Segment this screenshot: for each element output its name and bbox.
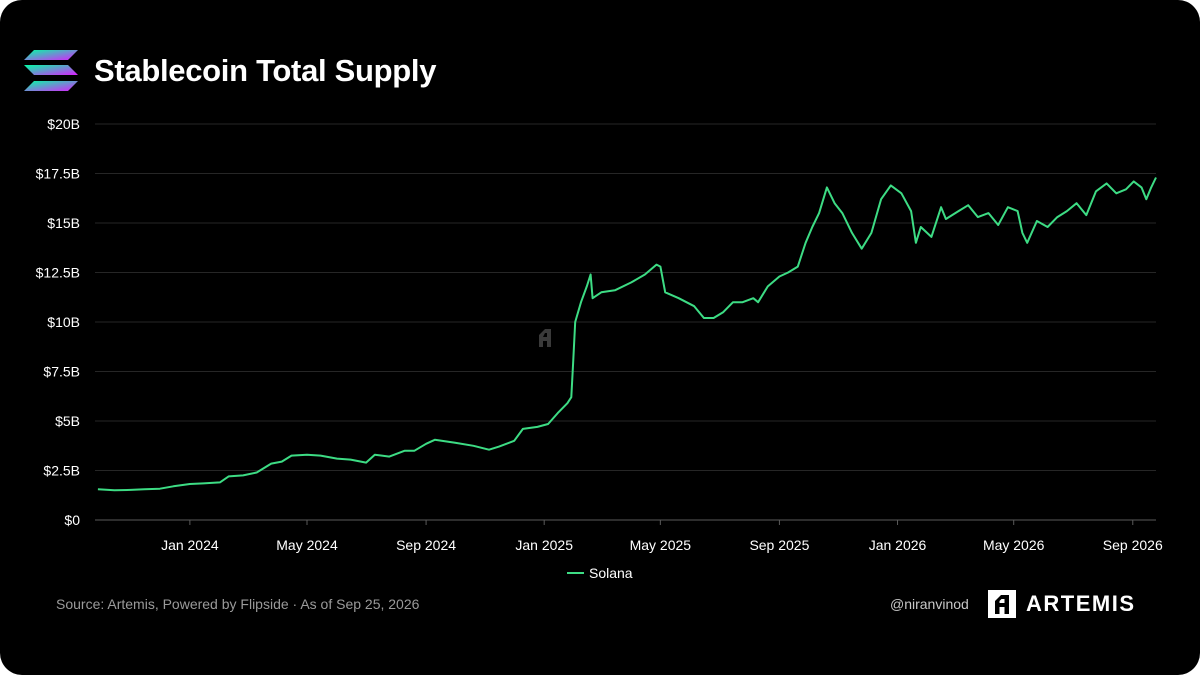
artemis-brand: ARTEMIS bbox=[988, 590, 1136, 618]
legend-label: Solana bbox=[589, 565, 633, 581]
x-tick-label: May 2024 bbox=[276, 537, 338, 553]
chart-header: Stablecoin Total Supply bbox=[24, 48, 436, 94]
x-tick-label: Sep 2024 bbox=[396, 537, 456, 553]
author-handle[interactable]: @niranvinod bbox=[890, 596, 969, 612]
x-tick-label: Jan 2024 bbox=[161, 537, 219, 553]
y-tick-label: $0 bbox=[64, 512, 80, 528]
y-axis-ticks: $0 $2.5B $5B $7.5B $10B $12.5B $15B $17.5B $20B bbox=[36, 116, 81, 528]
page-title: Stablecoin Total Supply bbox=[94, 53, 437, 88]
y-tick-label: $2.5B bbox=[43, 463, 80, 479]
series-line-solana[interactable] bbox=[97, 177, 1157, 492]
legend: Solana bbox=[567, 565, 633, 581]
y-tick-label: $7.5B bbox=[43, 364, 80, 380]
solana-logo-icon bbox=[24, 50, 78, 91]
y-tick-label: $15B bbox=[47, 215, 80, 231]
x-tick-label: May 2025 bbox=[630, 537, 692, 553]
y-tick-label: $20B bbox=[47, 116, 80, 132]
y-tick-label: $12.5B bbox=[36, 265, 80, 281]
source-note: Source: Artemis, Powered by Flipside · A… bbox=[56, 596, 420, 612]
y-tick-label: $10B bbox=[47, 314, 80, 330]
brand-wordmark: ARTEMIS bbox=[1026, 591, 1136, 616]
series-layer bbox=[97, 177, 1157, 492]
x-tick-label: Sep 2026 bbox=[1103, 537, 1163, 553]
artemis-watermark-icon bbox=[539, 329, 551, 347]
y-tick-label: $5B bbox=[55, 413, 80, 429]
grid-lines bbox=[95, 123, 1156, 521]
artemis-logo-icon bbox=[988, 590, 1016, 618]
x-axis-ticks: Jan 2024 May 2024 Sep 2024 Jan 2025 May 2025… bbox=[161, 520, 1163, 553]
y-tick-label: $17.5B bbox=[36, 166, 80, 182]
x-tick-label: Sep 2025 bbox=[749, 537, 809, 553]
x-tick-label: Jan 2026 bbox=[869, 537, 927, 553]
x-tick-label: May 2026 bbox=[983, 537, 1045, 553]
x-tick-label: Jan 2025 bbox=[515, 537, 573, 553]
